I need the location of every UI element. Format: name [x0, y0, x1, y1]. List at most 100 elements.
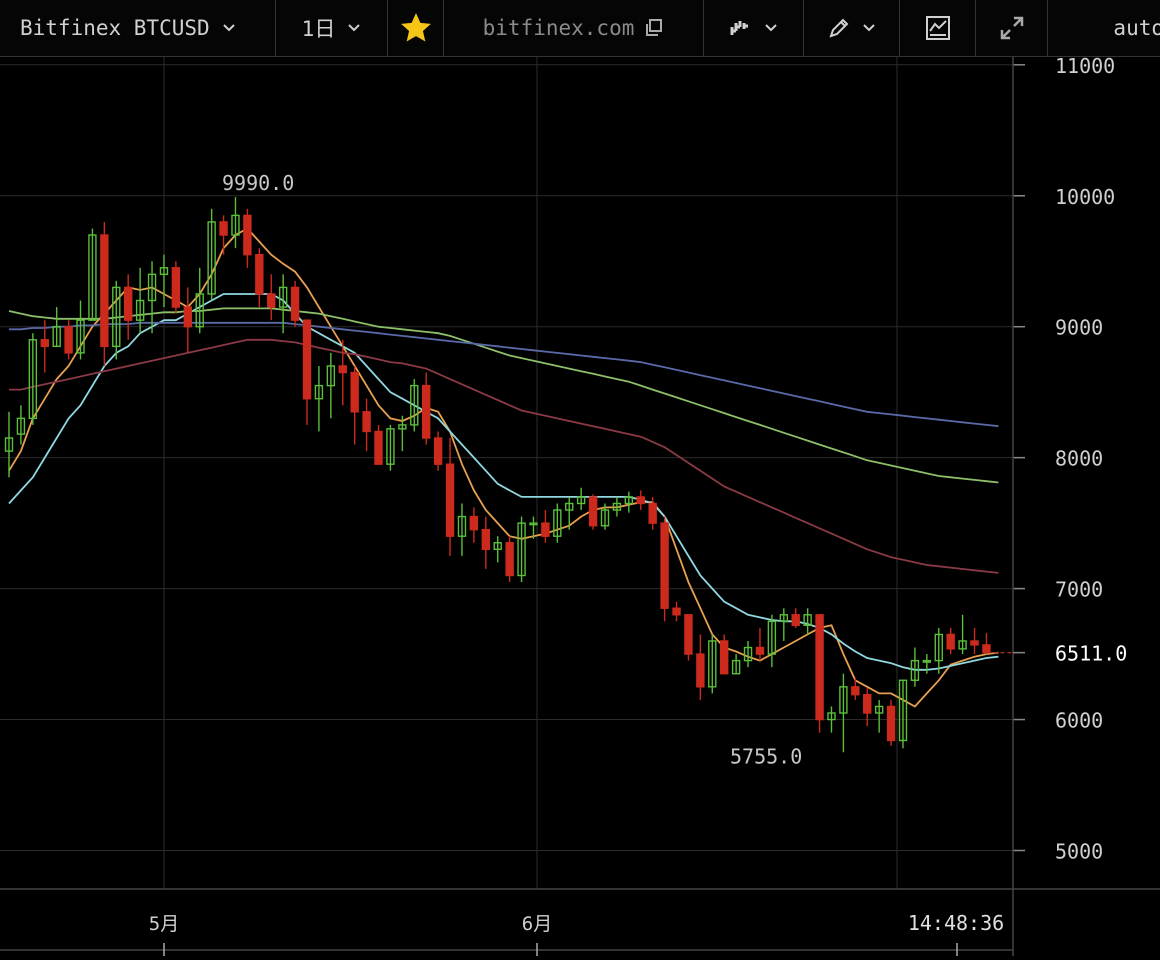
candle — [624, 491, 634, 513]
candle-body-up — [624, 496, 634, 505]
candle-body-down — [302, 319, 312, 400]
candle — [874, 699, 884, 733]
candle — [255, 248, 264, 308]
chart-style-button[interactable] — [704, 0, 804, 56]
candle-body-up — [898, 679, 908, 742]
price-tick-label: 8000 — [1055, 447, 1103, 471]
candle-body-down — [255, 253, 264, 295]
candle-body-up — [803, 614, 812, 626]
candle — [922, 654, 932, 674]
candle-body-up — [922, 659, 932, 663]
candle-body-down — [946, 633, 955, 650]
candle — [100, 221, 109, 366]
candle-body-up — [839, 686, 848, 714]
candle — [16, 405, 26, 445]
candle — [851, 677, 860, 700]
candle — [147, 261, 157, 334]
fullscreen-icon — [1000, 16, 1023, 40]
candle-body-down — [433, 437, 443, 465]
candle-body-up — [326, 365, 336, 387]
candle-body-up — [278, 286, 288, 308]
pencil-icon — [828, 18, 848, 38]
candle-body-up — [731, 659, 741, 675]
scale-mode-label: auto — [1113, 16, 1160, 40]
candle — [803, 608, 812, 635]
candle — [982, 633, 991, 655]
candle — [910, 647, 920, 687]
candle — [171, 261, 181, 314]
candle — [52, 307, 61, 348]
candle-body-up — [16, 417, 26, 435]
fullscreen-button[interactable] — [976, 0, 1048, 56]
candle-body-up — [743, 646, 753, 662]
price-chart[interactable]: 11000 10000 9000 8000 7000 6000 5000 5月 6月 14:48:… — [0, 54, 1160, 956]
time-tick-label: 6月 — [522, 913, 552, 935]
symbol-selector[interactable]: Bitfinex BTCUSD — [0, 0, 276, 56]
chevron-down-icon — [222, 24, 235, 32]
candle-body-up — [517, 522, 526, 577]
candle-body-down — [541, 522, 550, 537]
candle-body-down — [863, 693, 872, 714]
candle-body-down — [851, 686, 860, 696]
chart-toolbar: Bitfinex BTCUSD 1日 bitfinex.com auto — [0, 0, 1160, 57]
candle — [243, 208, 252, 268]
copy-icon — [646, 19, 663, 36]
drawing-tools-button[interactable] — [804, 0, 900, 56]
interval-selector[interactable]: 1日 — [276, 0, 388, 56]
candle-body-up — [779, 614, 788, 623]
candle — [123, 274, 133, 340]
candle-body-up — [958, 640, 967, 650]
candle-body-down — [445, 463, 455, 537]
bar-style-icon — [730, 21, 748, 35]
candle — [898, 679, 908, 749]
candle-body-up — [135, 299, 145, 321]
candle-body-down — [660, 522, 669, 609]
scale-mode-button[interactable]: auto — [1048, 0, 1160, 56]
candle — [278, 274, 288, 334]
candle — [779, 608, 788, 641]
candle — [326, 352, 336, 419]
candle-body-down — [469, 515, 479, 531]
site-label: bitfinex.com — [482, 16, 635, 40]
candle-body-up — [410, 384, 419, 426]
candle — [28, 333, 38, 425]
candle — [970, 627, 979, 655]
price-tick-label: 6000 — [1055, 709, 1103, 733]
candle-body-down — [40, 339, 49, 348]
candle — [40, 320, 49, 373]
candle-body-up — [231, 214, 240, 236]
candle-body-down — [64, 326, 73, 354]
candle-body-down — [171, 267, 181, 308]
candle-body-up — [88, 234, 97, 321]
candle — [517, 516, 526, 583]
candle-body-down — [636, 496, 645, 505]
candle-body-up — [600, 509, 610, 527]
last-price-label: 6511.0 — [1055, 642, 1127, 666]
candle-body-up — [529, 522, 538, 526]
candle — [696, 634, 705, 700]
candle-body-up — [147, 273, 157, 302]
candle — [314, 365, 324, 432]
candle — [183, 287, 193, 353]
ma-medium-line — [8, 293, 999, 671]
candle — [708, 634, 717, 694]
candle-body-down — [362, 411, 371, 433]
candle-body-down — [100, 234, 109, 348]
favorite-button[interactable] — [388, 0, 444, 56]
candle-body-down — [481, 528, 490, 551]
candle-body-up — [565, 502, 574, 511]
candle-body-up — [874, 705, 884, 714]
candle — [445, 438, 455, 556]
price-tick-label: 7000 — [1055, 578, 1103, 602]
candle — [76, 300, 85, 360]
candle-body-up — [910, 659, 920, 681]
candle — [481, 516, 490, 569]
indicator-chart-icon — [925, 16, 950, 40]
candle — [469, 507, 479, 543]
chart-canvas[interactable]: 11000 10000 9000 8000 7000 6000 5000 5月 6月 14:48:… — [0, 54, 1160, 956]
candle-body-down — [243, 214, 252, 256]
candle — [720, 634, 729, 675]
site-link[interactable]: bitfinex.com — [444, 0, 704, 56]
indicators-button[interactable] — [900, 0, 976, 56]
candle — [934, 627, 943, 674]
